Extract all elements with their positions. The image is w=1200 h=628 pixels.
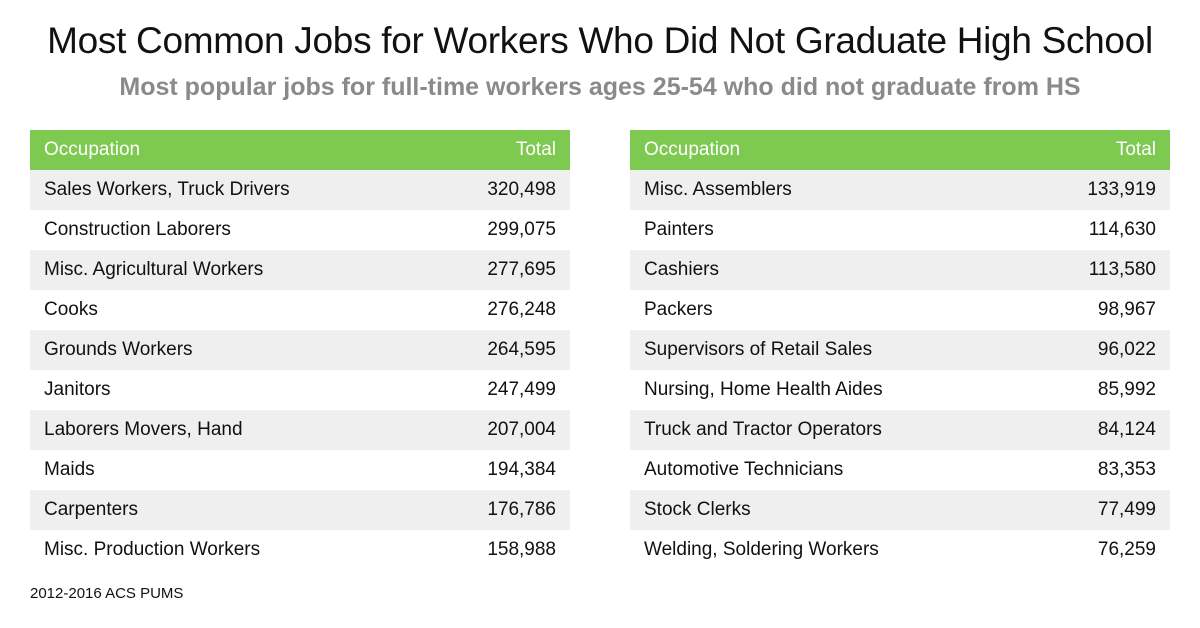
occupation-cell: Misc. Agricultural Workers <box>44 259 264 280</box>
occupation-cell: Packers <box>644 299 713 320</box>
column-header-occupation: Occupation <box>44 139 141 160</box>
table-row: Misc. Production Workers 158,988 <box>30 530 570 570</box>
occupation-cell: Cashiers <box>644 259 719 280</box>
occupation-cell: Misc. Production Workers <box>44 539 261 560</box>
occupation-table-left: Occupation Total Sales Workers, Truck Dr… <box>30 130 570 570</box>
occupation-cell: Janitors <box>44 379 111 400</box>
occupation-cell: Laborers Movers, Hand <box>44 419 243 440</box>
table-row: Sales Workers, Truck Drivers 320,498 <box>30 170 570 210</box>
occupation-cell: Supervisors of Retail Sales <box>644 339 873 360</box>
occupation-table-right: Occupation Total Misc. Assemblers 133,919… <box>630 130 1170 570</box>
total-cell: 176,786 <box>487 499 556 520</box>
total-cell: 113,580 <box>1088 259 1156 280</box>
occupation-cell: Nursing, Home Health Aides <box>644 379 883 400</box>
table-row: Carpenters 176,786 <box>30 490 570 530</box>
occupation-cell: Maids <box>44 459 95 480</box>
total-cell: 96,022 <box>1097 339 1156 360</box>
occupation-cell: Construction Laborers <box>44 219 231 240</box>
column-header-total: Total <box>1115 139 1156 160</box>
table-row: Cashiers 113,580 <box>630 250 1170 290</box>
table-row: Nursing, Home Health Aides 85,992 <box>630 370 1170 410</box>
table-row: Packers 98,967 <box>630 290 1170 330</box>
table-row: Stock Clerks 77,499 <box>630 490 1170 530</box>
total-cell: 98,967 <box>1097 299 1156 320</box>
total-cell: 76,259 <box>1097 539 1156 560</box>
total-cell: 158,988 <box>487 539 556 560</box>
occupation-cell: Painters <box>644 219 714 240</box>
page-subtitle: Most popular jobs for full-time workers … <box>119 73 1081 101</box>
total-cell: 84,124 <box>1097 419 1156 440</box>
table-row: Laborers Movers, Hand 207,004 <box>30 410 570 450</box>
total-cell: 277,695 <box>487 259 556 280</box>
occupation-cell: Truck and Tractor Operators <box>644 419 882 440</box>
page-title: Most Common Jobs for Workers Who Did Not… <box>47 20 1153 61</box>
table-row: Cooks 276,248 <box>30 290 570 330</box>
table-body: Sales Workers, Truck Drivers 320,498 Const… <box>30 170 570 570</box>
table-row: Automotive Technicians 83,353 <box>630 450 1170 490</box>
table-row: Grounds Workers 264,595 <box>30 330 570 370</box>
total-cell: 299,075 <box>487 219 556 240</box>
total-cell: 83,353 <box>1097 459 1156 480</box>
occupation-cell: Carpenters <box>44 499 138 520</box>
occupation-cell: Welding, Soldering Workers <box>644 539 879 560</box>
occupation-cell: Sales Workers, Truck Drivers <box>44 179 290 200</box>
table-body: Misc. Assemblers 133,919 Painters 114,630 Ca… <box>630 170 1170 570</box>
total-cell: 85,992 <box>1097 379 1156 400</box>
occupation-cell: Stock Clerks <box>644 499 751 520</box>
column-header-occupation: Occupation <box>644 139 741 160</box>
total-cell: 194,384 <box>487 459 556 480</box>
table-row: Misc. Assemblers 133,919 <box>630 170 1170 210</box>
total-cell: 264,595 <box>487 339 556 360</box>
source-note: 2012-2016 ACS PUMS <box>30 585 184 602</box>
occupation-cell: Grounds Workers <box>44 339 193 360</box>
table-row: Maids 194,384 <box>30 450 570 490</box>
table-row: Janitors 247,499 <box>30 370 570 410</box>
total-cell: 320,498 <box>487 179 556 200</box>
occupation-cell: Cooks <box>44 299 98 320</box>
column-header-total: Total <box>515 139 556 160</box>
table-row: Painters 114,630 <box>630 210 1170 250</box>
table-row: Truck and Tractor Operators 84,124 <box>630 410 1170 450</box>
total-cell: 77,499 <box>1097 499 1156 520</box>
table-header: Occupation Total <box>30 130 570 170</box>
table-row: Supervisors of Retail Sales 96,022 <box>630 330 1170 370</box>
total-cell: 133,919 <box>1087 179 1156 200</box>
table-header: Occupation Total <box>630 130 1170 170</box>
occupation-cell: Misc. Assemblers <box>644 179 792 200</box>
table-row: Construction Laborers 299,075 <box>30 210 570 250</box>
total-cell: 247,499 <box>487 379 556 400</box>
table-row: Misc. Agricultural Workers 277,695 <box>30 250 570 290</box>
total-cell: 276,248 <box>487 299 556 320</box>
total-cell: 114,630 <box>1088 219 1156 240</box>
occupation-cell: Automotive Technicians <box>644 459 844 480</box>
table-row: Welding, Soldering Workers 76,259 <box>630 530 1170 570</box>
total-cell: 207,004 <box>487 419 556 440</box>
